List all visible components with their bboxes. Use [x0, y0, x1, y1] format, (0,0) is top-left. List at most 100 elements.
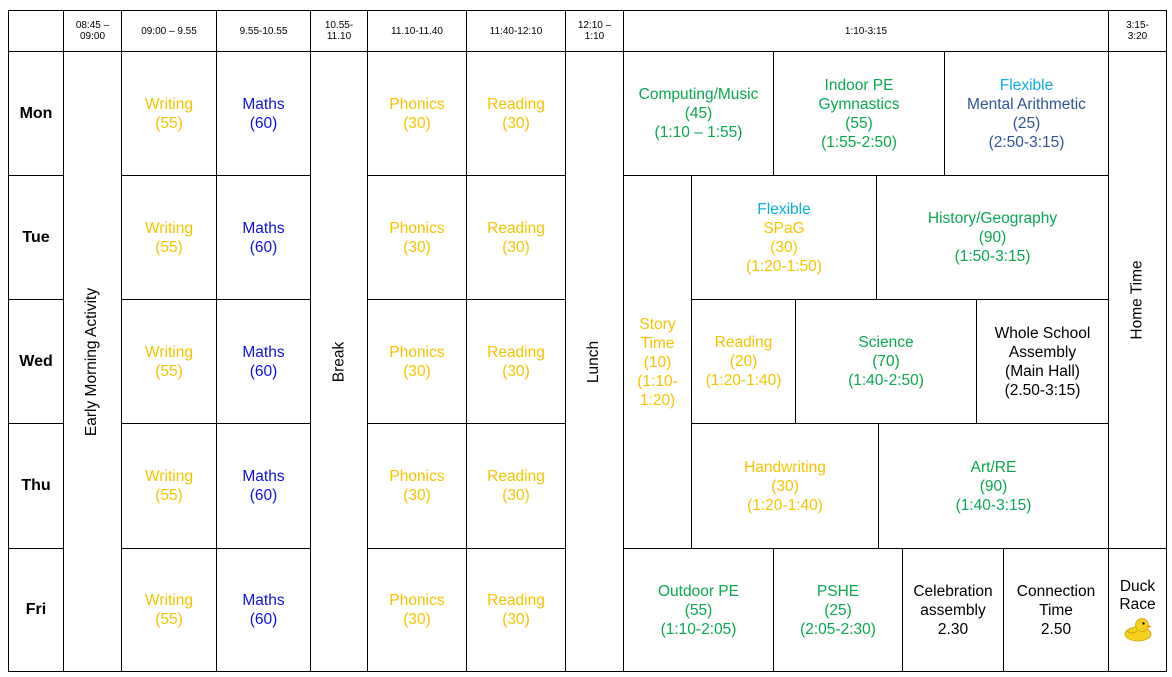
subject-name: Science	[858, 334, 914, 351]
subject-name: Celebration	[913, 582, 993, 600]
subject-name: SPaG	[763, 219, 805, 237]
break-label: Break	[330, 341, 347, 382]
subject-name: Maths	[242, 219, 285, 237]
subject-name: Computing/Music	[638, 86, 759, 103]
subject-name: Phonics	[389, 592, 445, 609]
flexible-tag: Flexible	[757, 200, 811, 218]
rubber-duck-icon	[1124, 618, 1152, 642]
subject-minutes: (45)	[684, 105, 713, 122]
story-time-cell: Story Time (10) (1:10- 1:20)	[623, 175, 692, 549]
wed-reading-cell: Reading (20) (1:20-1:40)	[691, 299, 796, 424]
subject-name: assembly	[920, 601, 986, 619]
subject-minutes: (30)	[770, 238, 798, 256]
time-header-line: 08:45 –	[75, 20, 110, 31]
subject-name: Phonics	[389, 219, 445, 237]
spag-cell: Flexible SPaG (30) (1:20-1:50)	[691, 175, 877, 300]
subject-name: Writing	[145, 592, 193, 609]
subject-minutes: (60)	[249, 238, 278, 256]
subject-time: (1:10-	[637, 372, 678, 390]
subject-time: (1:20-1:50)	[746, 257, 822, 275]
subject-minutes: (25)	[1012, 114, 1041, 132]
maths-cell: Maths (60)	[216, 299, 311, 424]
subject-time: (2.50-3:15)	[1004, 381, 1081, 399]
subject-minutes: (30)	[502, 487, 530, 504]
subject-name: Writing	[145, 343, 193, 361]
subject-minutes: (55)	[684, 601, 713, 619]
computing-music-cell: Computing/Music (45) (1:10 – 1:55)	[623, 51, 774, 176]
subject-name: Race	[1119, 596, 1156, 613]
subject-minutes: (55)	[155, 611, 183, 628]
subject-time: 2.30	[937, 620, 969, 638]
subject-name: Maths	[242, 95, 285, 113]
subject-time: (1:20-1:40)	[705, 372, 782, 389]
subject-name: Time	[1039, 601, 1073, 619]
writing-cell: Writing (55)	[121, 299, 217, 424]
day-label: Wed	[19, 352, 53, 370]
subject-time: (1:10 – 1:55)	[654, 124, 743, 141]
subject-time: (2:50-3:15)	[988, 133, 1065, 151]
subject-minutes: (90)	[979, 477, 1008, 495]
time-header-1210: 12:10 – 1:10	[565, 10, 624, 52]
writing-cell: Writing (55)	[121, 423, 217, 549]
connection-time-cell: Connection Time 2.50	[1003, 548, 1109, 672]
indoor-pe-cell: Indoor PE Gymnastics (55) (1:55-2:50)	[773, 51, 945, 176]
subject-location: (Main Hall)	[1005, 362, 1080, 380]
reading-cell: Reading (30)	[466, 51, 566, 176]
subject-minutes: (30)	[502, 114, 530, 132]
subject-name: Story	[639, 315, 676, 333]
time-header-line: 9.55-10.55	[239, 25, 288, 37]
subject-time: (1:10-2:05)	[660, 620, 737, 638]
subject-minutes: (60)	[249, 114, 278, 132]
lunch-label: Lunch	[585, 340, 603, 383]
subject-name: History/Geography	[927, 210, 1058, 227]
subject-time: (1:50-3:15)	[954, 248, 1031, 265]
reading-cell: Reading (30)	[466, 548, 566, 672]
reading-cell: Reading (30)	[466, 299, 566, 424]
subject-name: Art/RE	[970, 458, 1017, 476]
subject-name: Maths	[242, 468, 285, 485]
day-label-fri: Fri	[8, 548, 64, 672]
time-header-1110: 11.10-11.40	[367, 10, 467, 52]
subject-time: (1:55-2:50)	[821, 133, 897, 151]
time-header-line: 3:15-	[1126, 20, 1149, 31]
subject-time: (1:20-1:40)	[747, 496, 823, 514]
lunch-cell: Lunch	[565, 51, 624, 672]
subject-name: PSHE	[816, 582, 860, 600]
writing-cell: Writing (55)	[121, 548, 217, 672]
writing-cell: Writing (55)	[121, 51, 217, 176]
time-header-1140: 11:40-12:10	[466, 10, 566, 52]
reading-cell: Reading (30)	[466, 175, 566, 300]
subject-minutes: (55)	[155, 362, 183, 380]
subject-name: Indoor PE	[824, 76, 894, 94]
time-header-line: 3:20	[1127, 31, 1148, 42]
subject-name: Gymnastics	[818, 95, 900, 113]
pshe-cell: PSHE (25) (2:05-2:30)	[773, 548, 903, 672]
day-label: Mon	[19, 104, 53, 122]
subject-name: Maths	[242, 592, 285, 609]
time-header-line: 11.10	[326, 31, 352, 42]
subject-name: Duck	[1119, 578, 1156, 595]
subject-name: Maths	[242, 343, 285, 361]
subject-minutes: (55)	[155, 487, 183, 504]
home-time-label: Home Time	[1128, 260, 1146, 340]
subject-time: (1:40-2:50)	[848, 372, 924, 389]
phonics-cell: Phonics (30)	[367, 548, 467, 672]
subject-minutes: (55)	[155, 238, 183, 256]
day-label-wed: Wed	[8, 299, 64, 424]
corner-cell	[8, 10, 64, 52]
subject-minutes: (60)	[249, 611, 278, 628]
subject-minutes: (55)	[845, 114, 873, 132]
time-header-line: 09:00 – 9.55	[141, 25, 197, 37]
maths-cell: Maths (60)	[216, 548, 311, 672]
subject-name: Phonics	[389, 468, 445, 485]
time-header-0845: 08:45 – 09:00	[63, 10, 122, 52]
handwriting-cell: Handwriting (30) (1:20-1:40)	[691, 423, 879, 549]
time-header-1055: 10.55- 11.10	[310, 10, 368, 52]
subject-name: Mental Arithmetic	[967, 95, 1086, 113]
subject-minutes: (10)	[643, 353, 672, 371]
subject-name: Reading	[487, 95, 545, 113]
early-morning-activity-label: Early Morning Activity	[83, 287, 101, 436]
subject-minutes: (90)	[978, 229, 1007, 246]
maths-cell: Maths (60)	[216, 175, 311, 300]
history-geography-cell: History/Geography (90) (1:50-3:15)	[876, 175, 1109, 300]
